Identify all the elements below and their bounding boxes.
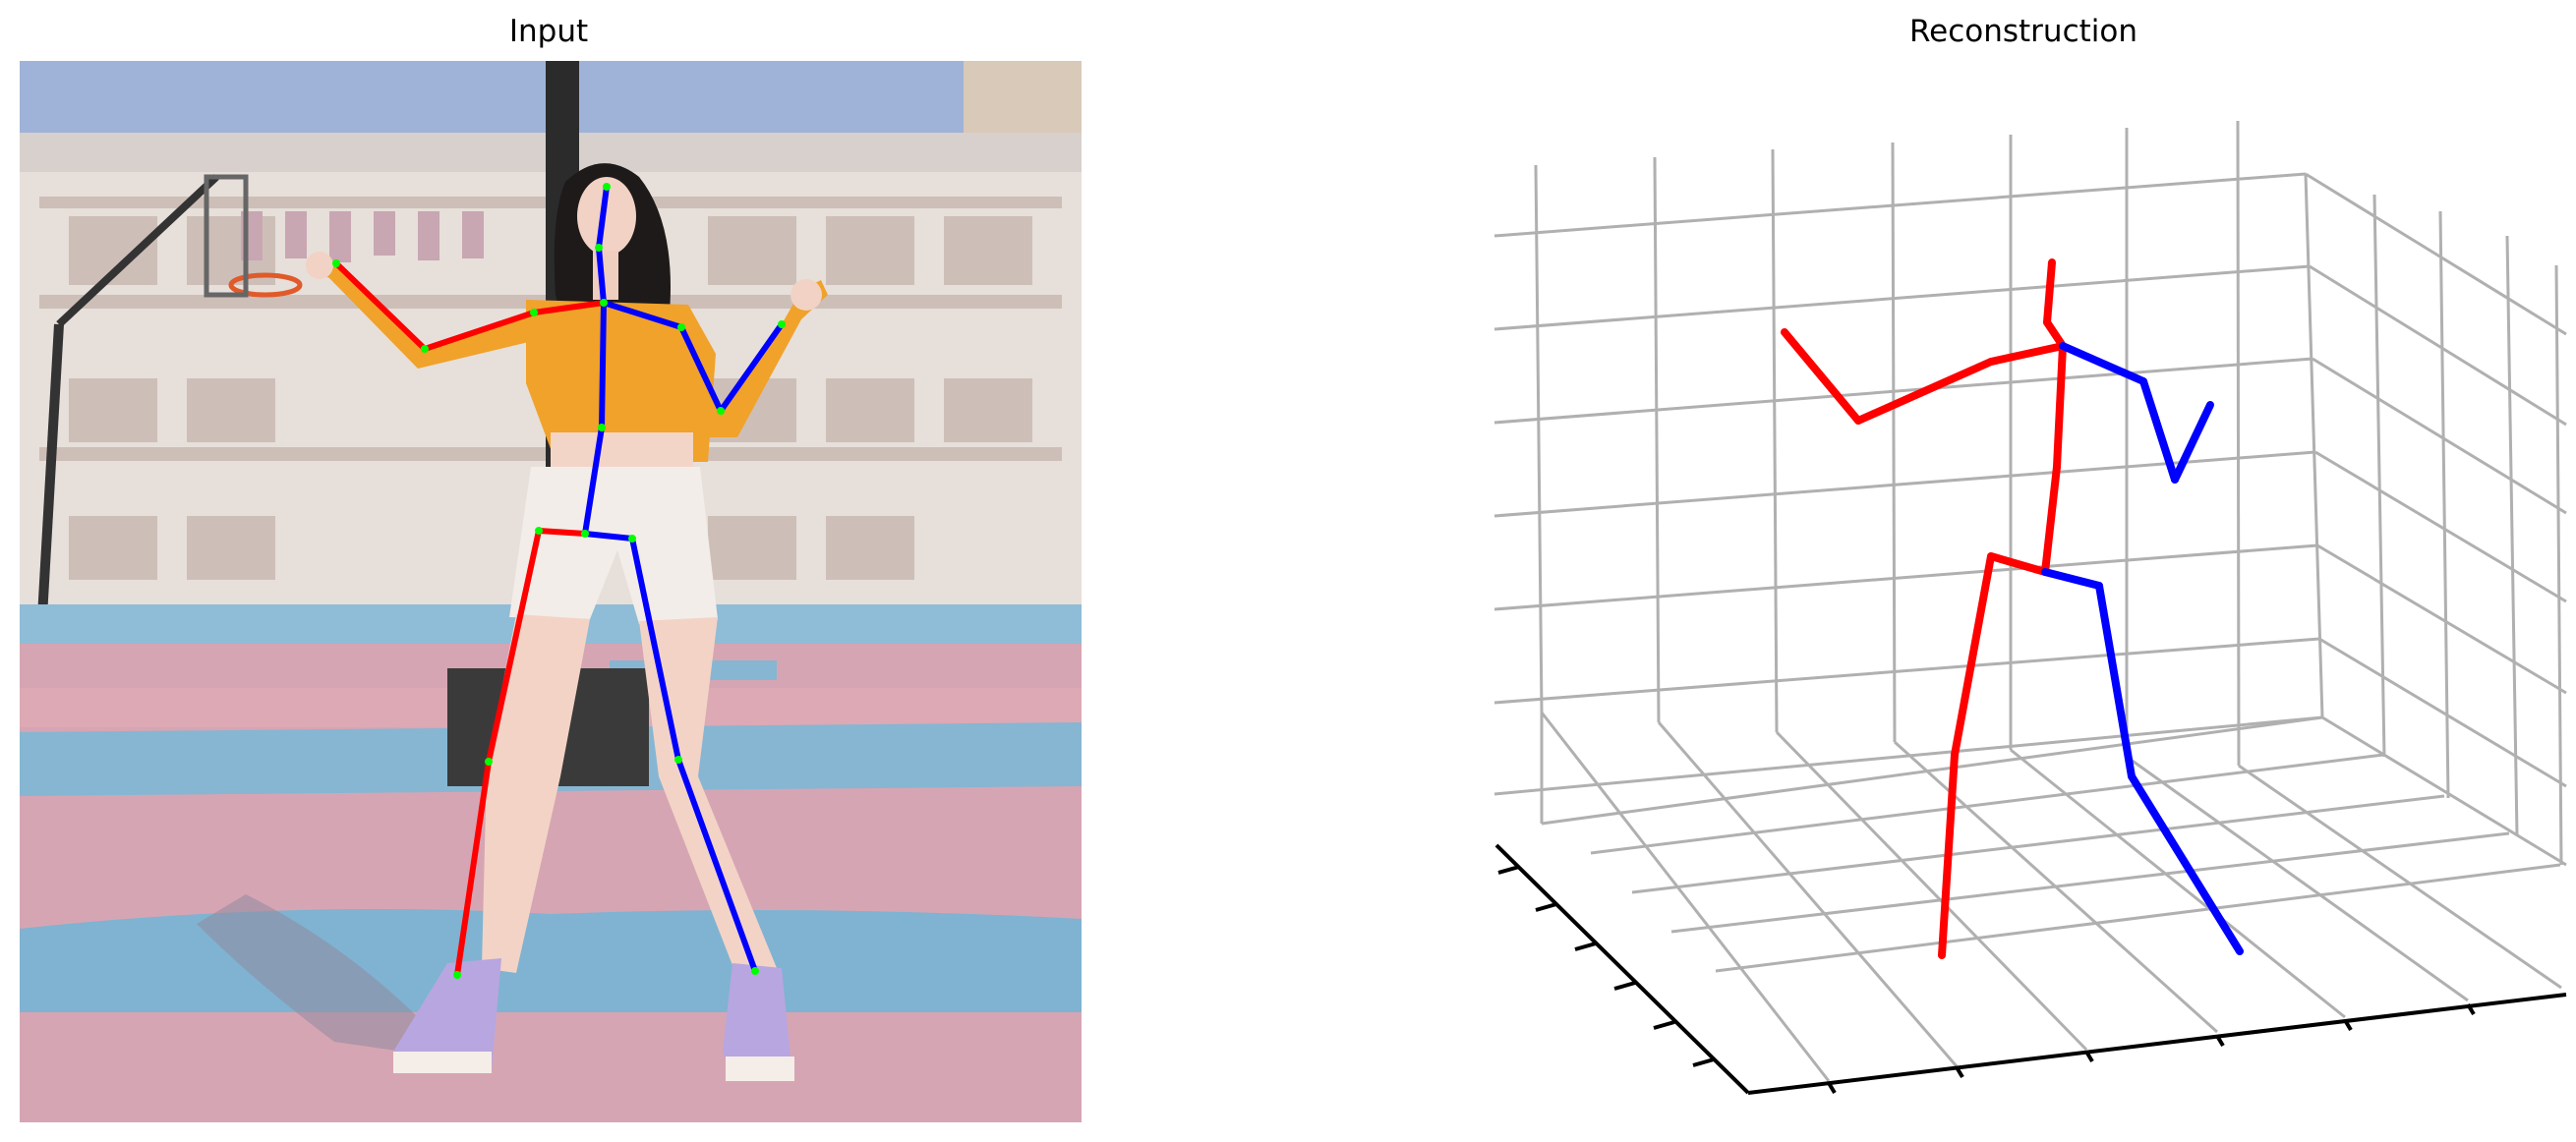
joint <box>598 424 606 431</box>
limb-right-forearm <box>1781 328 1862 425</box>
limb-right-shoulder <box>531 300 607 315</box>
input-panel-title: Input <box>508 14 589 49</box>
joint <box>530 309 538 316</box>
limb-right-shin <box>1938 751 1959 959</box>
limb-right-upper-arm <box>422 310 537 352</box>
limb-right-shin <box>454 759 492 978</box>
person-figure <box>306 163 828 1081</box>
joint <box>581 530 589 538</box>
limb-left-hip <box>2041 568 2103 590</box>
limb-right-thigh <box>486 528 542 765</box>
skeleton-3d <box>1781 258 2244 959</box>
joints-2d <box>332 183 786 979</box>
distant-building <box>964 61 1082 140</box>
joint <box>717 407 725 415</box>
limb-spine-lower <box>582 425 605 537</box>
limb-left-thigh <box>629 536 681 763</box>
reconstruction-3d-plot <box>1493 120 2567 1095</box>
grid-back-wall <box>1534 120 2324 767</box>
limb-spine-upper <box>2053 342 2067 471</box>
limb-left-shin <box>2128 772 2244 955</box>
limb-head <box>596 184 610 251</box>
limb-neck <box>2043 318 2067 350</box>
limb-left-shoulder <box>601 300 684 330</box>
joint <box>677 323 685 331</box>
grid-floor <box>1540 712 2562 1082</box>
joint <box>421 345 429 353</box>
joint <box>332 259 340 267</box>
limb-spine-upper <box>599 300 607 430</box>
limb-neck <box>596 245 607 306</box>
limb-right-thigh <box>1951 552 1995 759</box>
grid-back-horizontal <box>1493 172 2323 796</box>
limb-right-hip <box>1987 552 2049 576</box>
limb-spine-lower <box>2041 463 2061 576</box>
joint <box>603 183 611 191</box>
limb-left-shoulder <box>2059 342 2147 385</box>
joint <box>485 758 493 766</box>
reconstruction-panel-title: Reconstruction <box>1908 14 2138 49</box>
joint <box>628 535 636 542</box>
input-photo <box>20 61 1082 1122</box>
joint <box>751 967 759 975</box>
person-shadow <box>197 894 472 1061</box>
grid-side-wall <box>2305 172 2567 867</box>
joint <box>453 971 461 979</box>
limb-right-upper-arm <box>1854 358 1995 425</box>
limb-head <box>2043 258 2056 326</box>
axis-lines <box>1494 843 2567 1095</box>
skeleton-2d-overlay <box>333 184 785 978</box>
limb-left-upper-arm <box>678 324 724 414</box>
limb-left-forearm <box>2171 401 2214 484</box>
limb-left-hip <box>582 531 635 542</box>
limb-right-hip <box>536 528 588 537</box>
joint <box>674 756 682 764</box>
joint <box>778 320 786 328</box>
limb-right-shoulder <box>1987 342 2067 366</box>
limb-left-shin <box>675 757 758 974</box>
joint <box>595 244 603 252</box>
limb-left-upper-arm <box>2139 377 2179 484</box>
limb-right-forearm <box>333 260 428 352</box>
limb-left-thigh <box>2095 582 2136 780</box>
joint <box>600 299 608 307</box>
joint <box>535 527 543 535</box>
limb-left-forearm <box>718 321 785 414</box>
